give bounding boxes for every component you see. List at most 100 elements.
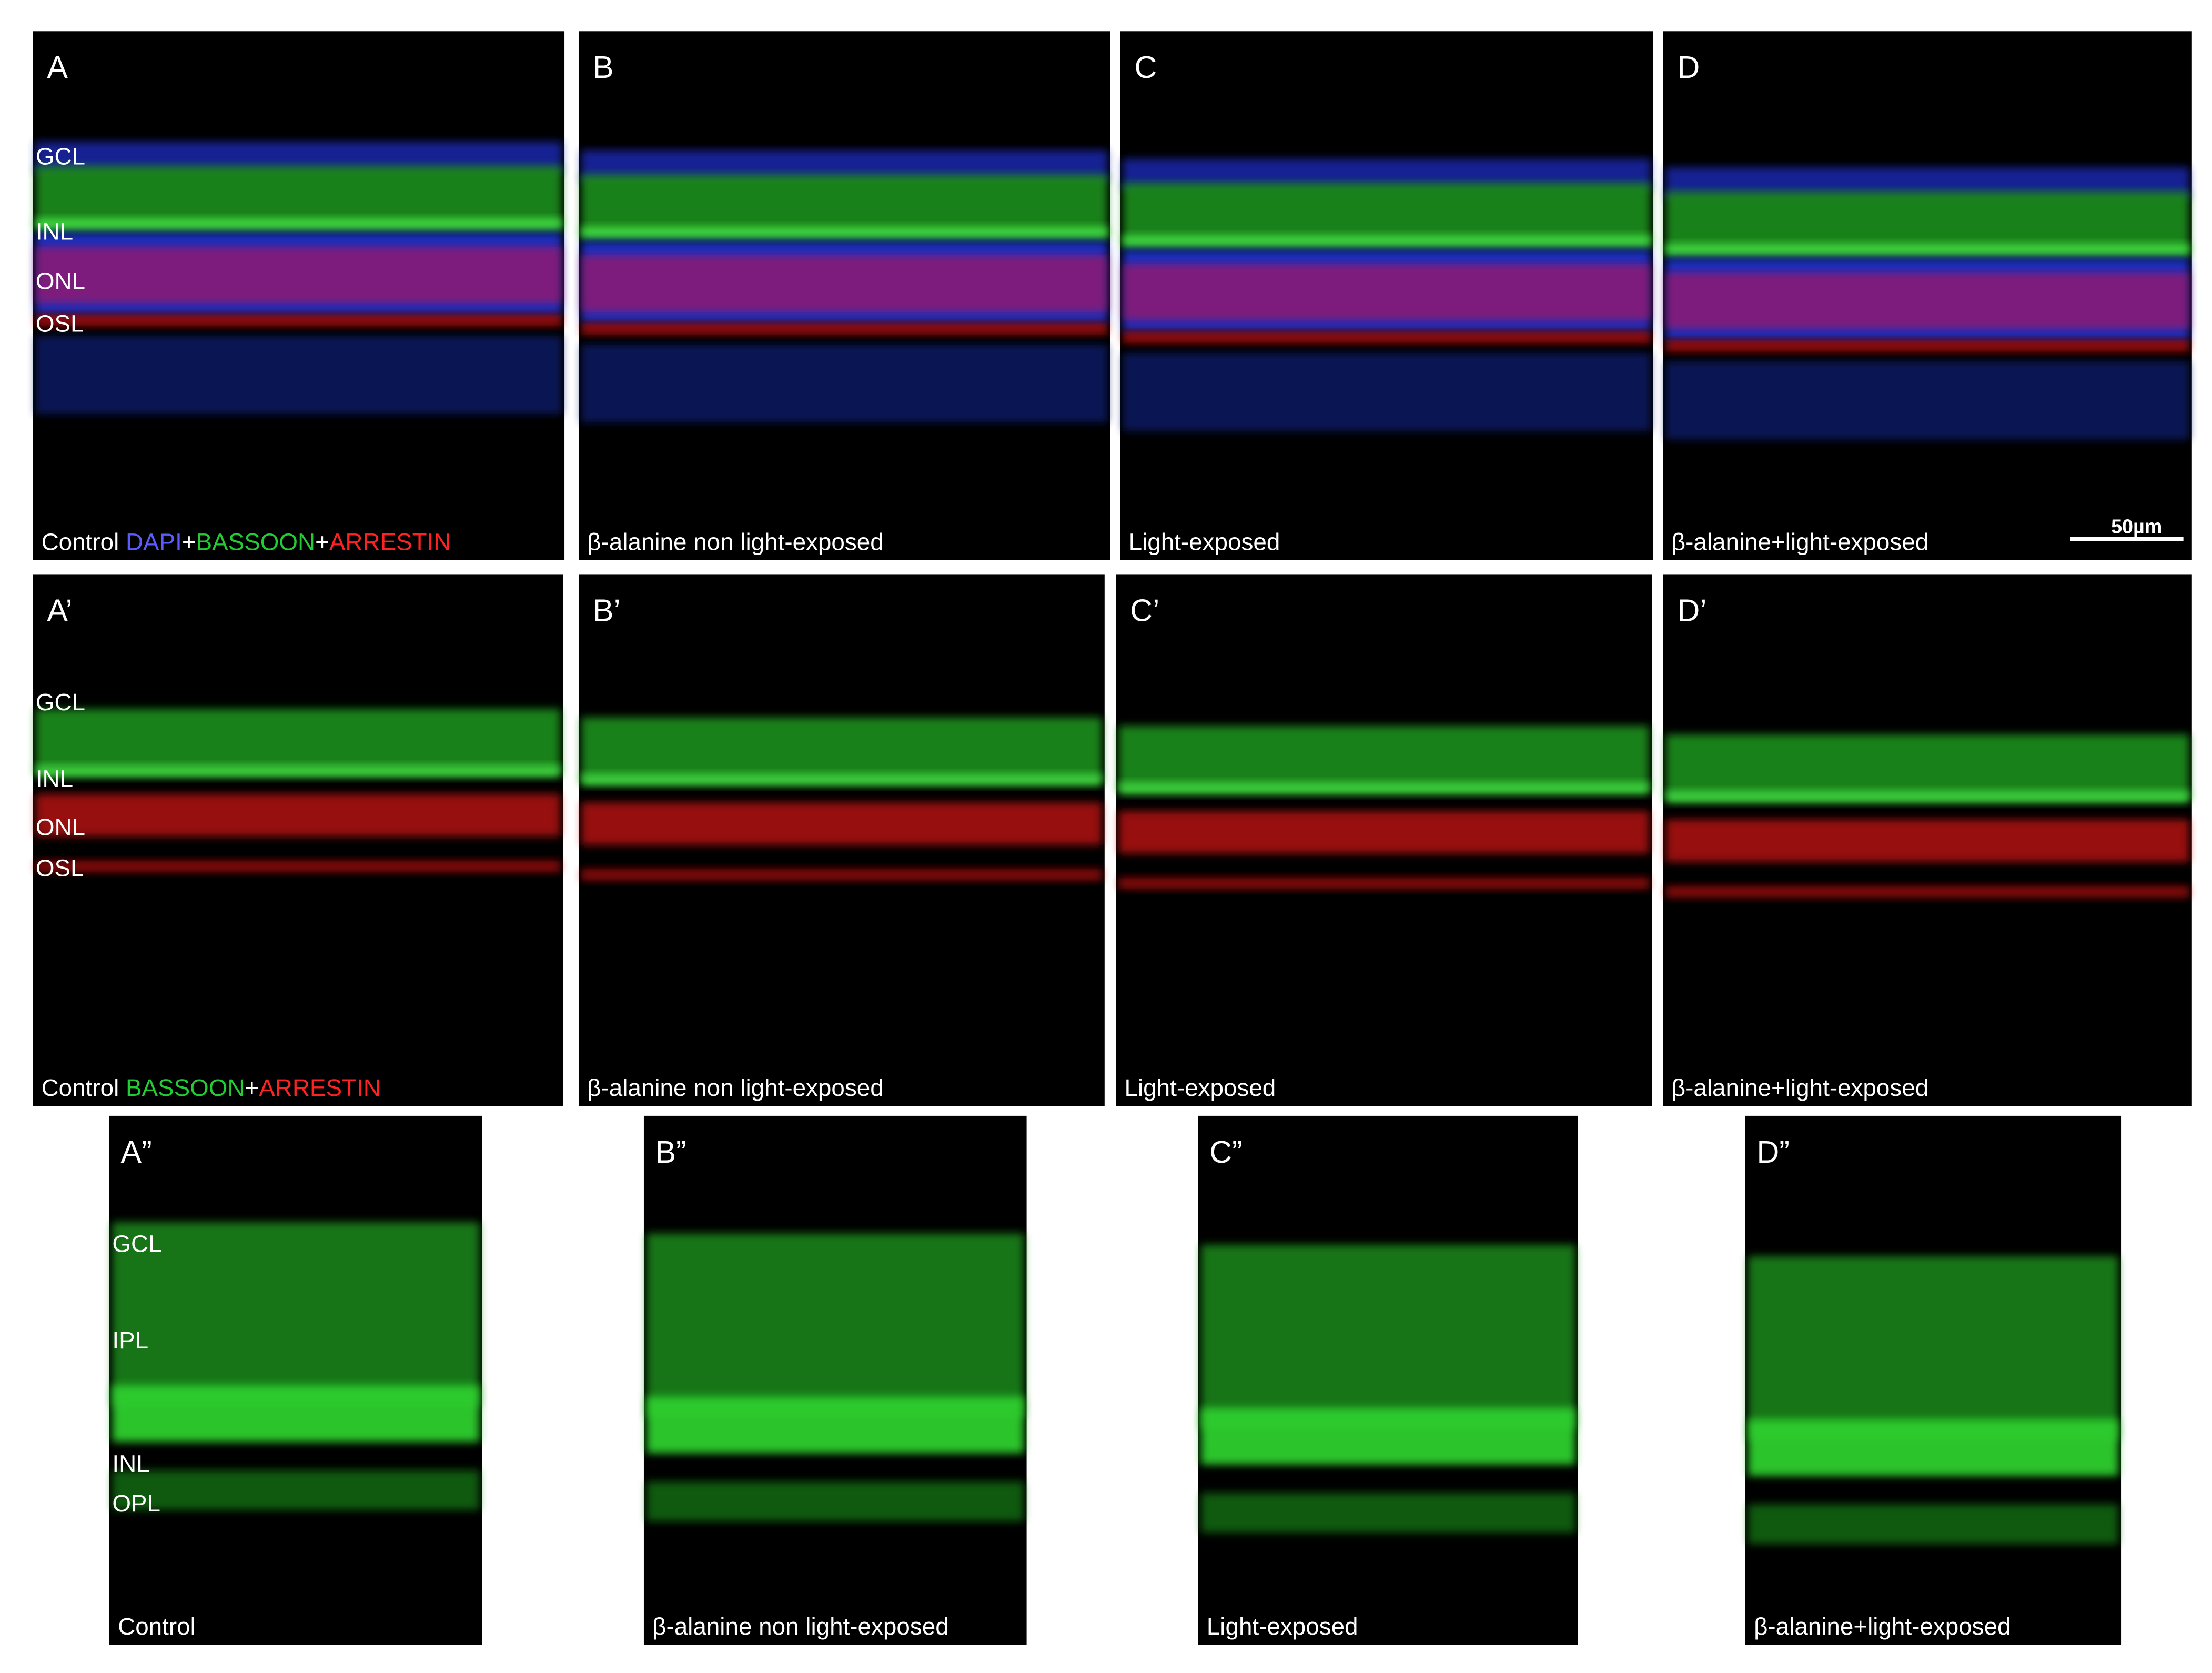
fluorescence-band bbox=[1665, 340, 2189, 352]
fluorescence-band bbox=[581, 717, 1102, 781]
fluorescence-band bbox=[1665, 734, 2189, 799]
caption-part: β-alanine+light-exposed bbox=[1754, 1613, 2011, 1640]
fluorescence-band bbox=[581, 802, 1102, 845]
panel-letter: A” bbox=[121, 1134, 152, 1170]
fluorescence-band bbox=[1201, 1493, 1575, 1533]
fluorescence-band bbox=[35, 336, 562, 414]
micrograph-panel: A” Control GCL IPL INL OPL bbox=[109, 1115, 482, 1645]
caption-part: β-alanine non light-exposed bbox=[587, 529, 884, 556]
micrograph-panel: C Light-exposed bbox=[1120, 31, 1653, 560]
panel-caption: Control BASSOON+ARRESTIN bbox=[42, 1074, 381, 1101]
caption-part: ARRESTIN bbox=[259, 1074, 381, 1101]
fluorescence-band bbox=[35, 246, 562, 304]
fluorescence-band bbox=[1665, 244, 2189, 256]
fluorescence-band bbox=[1665, 791, 2189, 803]
fluorescence-band bbox=[112, 1385, 480, 1442]
caption-part: + bbox=[182, 529, 196, 556]
fluorescence-band bbox=[1201, 1245, 1575, 1429]
fluorescence-band bbox=[1748, 1419, 2118, 1476]
fluorescence-band bbox=[1118, 811, 1649, 854]
caption-part: Light-exposed bbox=[1129, 529, 1280, 556]
panel-letter: C” bbox=[1209, 1134, 1243, 1170]
panel-caption: Light-exposed bbox=[1129, 529, 1280, 556]
fluorescence-band bbox=[35, 765, 560, 777]
fluorescence-band bbox=[581, 227, 1108, 238]
fluorescence-band bbox=[112, 1222, 480, 1407]
fluorescence-band bbox=[35, 709, 560, 773]
caption-part: Control bbox=[42, 529, 126, 556]
layer-label: ONL bbox=[36, 268, 85, 295]
caption-part: DAPI bbox=[126, 529, 182, 556]
caption-part: β-alanine non light-exposed bbox=[652, 1613, 949, 1640]
panel-letter: A bbox=[47, 49, 68, 85]
fluorescence-band bbox=[581, 869, 1102, 881]
fluorescence-band bbox=[35, 860, 560, 872]
caption-part: BASSOON bbox=[126, 1074, 245, 1101]
fluorescence-band bbox=[581, 255, 1108, 312]
caption-part: + bbox=[245, 1074, 259, 1101]
layer-label: INL bbox=[36, 218, 73, 245]
panel-caption: β-alanine non light-exposed bbox=[587, 529, 884, 556]
fluorescence-band bbox=[1665, 886, 2189, 898]
fluorescence-band bbox=[1665, 272, 2189, 329]
panel-letter: D’ bbox=[1678, 592, 1707, 628]
panel-caption: β-alanine+light-exposed bbox=[1672, 1074, 1928, 1101]
panel-letter: B” bbox=[655, 1134, 686, 1170]
panel-letter: D” bbox=[1756, 1134, 1790, 1170]
micrograph-panel: A’ Control BASSOON+ARRESTIN GCL INL ONL OSL bbox=[33, 574, 563, 1106]
layer-label: IPL bbox=[112, 1327, 148, 1354]
fluorescence-band bbox=[1123, 264, 1651, 321]
panel-letter: A’ bbox=[47, 592, 72, 628]
fluorescence-band bbox=[1118, 782, 1649, 794]
micrograph-panel: Bβ-alanine non light-exposed bbox=[578, 31, 1110, 560]
micrograph-panel: B” β-alanine non light-exposed bbox=[643, 1115, 1027, 1645]
fluorescence-band bbox=[581, 323, 1108, 335]
fluorescence-band bbox=[1665, 819, 2189, 862]
micrograph-panel: Dβ-alanine+light-exposed bbox=[1663, 31, 2192, 560]
fluorescence-band bbox=[1123, 235, 1651, 247]
caption-part: BASSOON bbox=[196, 529, 316, 556]
fluorescence-band bbox=[1665, 361, 2189, 440]
panel-caption: β-alanine non light-exposed bbox=[652, 1613, 949, 1640]
scale-bar-label: 50µm bbox=[2111, 515, 2162, 537]
micrograph-panel: B’ β-alanine non light-exposed bbox=[578, 574, 1105, 1106]
caption-part: + bbox=[315, 529, 329, 556]
layer-label: OPL bbox=[112, 1490, 160, 1517]
caption-part: Light-exposed bbox=[1207, 1613, 1358, 1640]
fluorescence-band bbox=[35, 315, 562, 326]
caption-part: Light-exposed bbox=[1125, 1074, 1276, 1101]
micrograph-panel: D’ β-alanine+light-exposed bbox=[1663, 574, 2192, 1106]
fluorescence-band bbox=[1118, 725, 1649, 790]
layer-label: ONL bbox=[36, 813, 85, 840]
micrograph-panel: C’ Light-exposed bbox=[1116, 574, 1652, 1106]
fluorescence-band bbox=[35, 218, 562, 230]
fluorescence-band bbox=[112, 1470, 480, 1510]
panel-letter: D bbox=[1678, 49, 1700, 85]
fluorescence-band bbox=[647, 1396, 1024, 1454]
layer-label: INL bbox=[112, 1450, 149, 1477]
fluorescence-band bbox=[647, 1481, 1024, 1521]
panel-letter: B’ bbox=[593, 592, 621, 628]
fluorescence-band bbox=[1123, 331, 1651, 344]
caption-part: β-alanine non light-exposed bbox=[587, 1074, 884, 1101]
panel-caption: Light-exposed bbox=[1207, 1613, 1358, 1640]
caption-part: β-alanine+light-exposed bbox=[1672, 529, 1928, 556]
layer-label: GCL bbox=[112, 1231, 161, 1257]
layer-label: GCL bbox=[36, 143, 85, 170]
panel-letter: C bbox=[1134, 49, 1157, 85]
layer-label: GCL bbox=[36, 689, 85, 715]
panel-caption: β-alanine non light-exposed bbox=[587, 1074, 884, 1101]
fluorescence-band bbox=[1123, 353, 1651, 431]
layer-label: INL bbox=[36, 765, 73, 792]
caption-part: ARRESTIN bbox=[329, 529, 451, 556]
fluorescence-band bbox=[647, 1233, 1024, 1418]
fluorescence-band bbox=[581, 774, 1102, 785]
panel-caption: Light-exposed bbox=[1125, 1074, 1276, 1101]
micrograph-panel: C” Light-exposed bbox=[1198, 1115, 1578, 1645]
layer-label: OSL bbox=[36, 310, 84, 337]
micrograph-panel: D” β-alanine+light-exposed bbox=[1745, 1115, 2122, 1645]
panel-letter: C’ bbox=[1130, 592, 1159, 628]
